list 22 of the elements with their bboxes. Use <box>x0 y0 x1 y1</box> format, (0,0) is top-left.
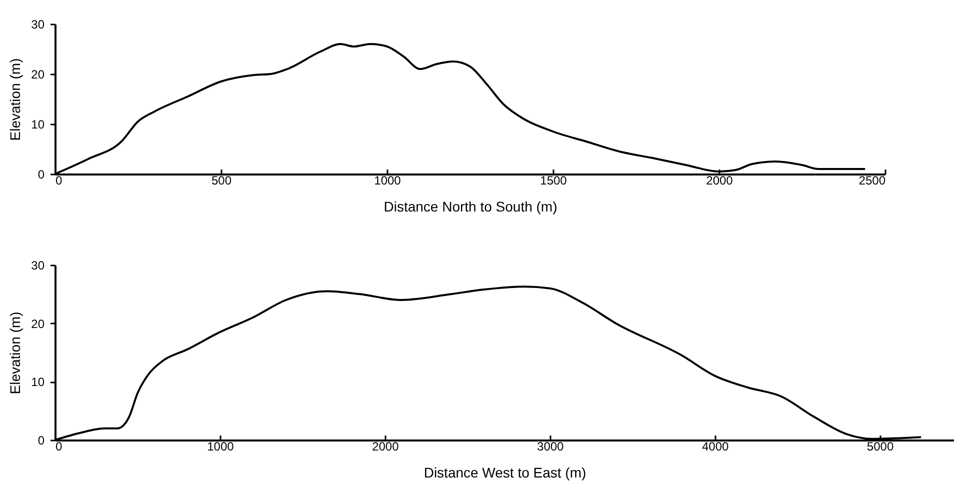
y-tick-label: 10 <box>31 118 45 132</box>
x-tick-label: 1500 <box>540 174 568 188</box>
x-tick-label: 500 <box>211 174 232 188</box>
y-axis-title: Elevation (m) <box>7 58 24 141</box>
y-tick-label: 30 <box>31 18 45 32</box>
y-tick-label: 10 <box>31 375 45 390</box>
y-tick-label: 20 <box>31 316 45 331</box>
y-axis-title: Elevation (m) <box>7 312 24 394</box>
x-tick-label: 0 <box>56 440 62 454</box>
x-tick-label: 2500 <box>858 174 886 188</box>
y-tick-label: 20 <box>31 68 45 82</box>
x-tick-label: 2000 <box>706 174 734 188</box>
x-axis-title: Distance North to South (m) <box>384 198 558 214</box>
x-tick-label: 2000 <box>372 440 400 454</box>
x-tick-label: 4000 <box>702 440 729 454</box>
y-tick-label: 30 <box>31 258 45 272</box>
x-tick-label: 1000 <box>207 440 234 454</box>
x-tick-label: 1000 <box>374 174 402 188</box>
x-tick-label: 3000 <box>537 440 564 454</box>
x-tick-label: 0 <box>56 174 62 188</box>
x-axis-title: Distance West to East (m) <box>424 464 586 480</box>
x-tick-label: 5000 <box>866 440 894 454</box>
